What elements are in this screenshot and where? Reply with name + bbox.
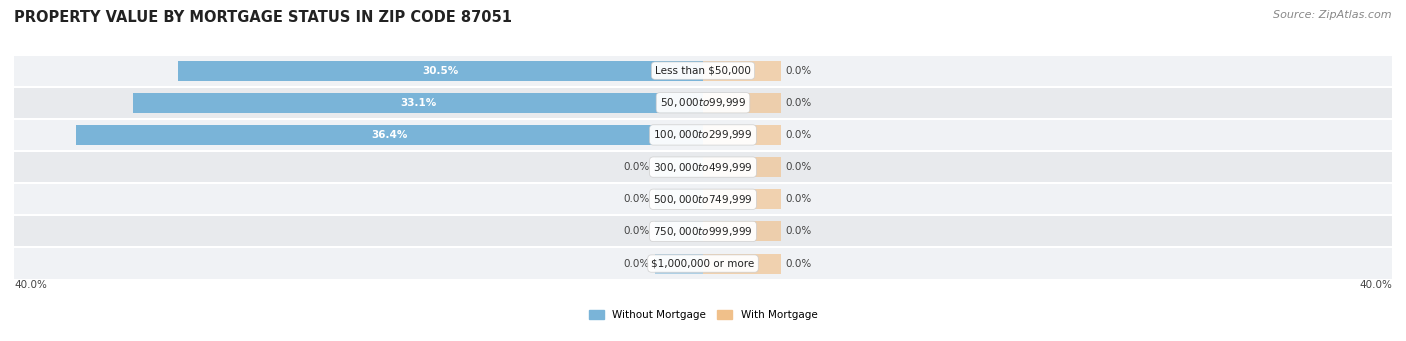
Bar [14, 87, 1392, 119]
Bar [655, 157, 703, 177]
Legend: Without Mortgage, With Mortgage: Without Mortgage, With Mortgage [585, 305, 821, 324]
Bar [655, 189, 703, 209]
Bar [703, 189, 780, 209]
Text: 0.0%: 0.0% [623, 162, 650, 172]
Bar [14, 215, 1392, 248]
Bar [14, 119, 1392, 151]
Text: 36.4%: 36.4% [371, 130, 408, 140]
Text: 0.0%: 0.0% [623, 258, 650, 269]
Bar [703, 157, 780, 177]
Text: 0.0%: 0.0% [623, 194, 650, 204]
Text: 0.0%: 0.0% [623, 226, 650, 236]
Text: 0.0%: 0.0% [786, 65, 811, 76]
Text: 40.0%: 40.0% [14, 280, 46, 290]
Text: $300,000 to $499,999: $300,000 to $499,999 [654, 161, 752, 174]
Bar [14, 55, 1392, 87]
Text: PROPERTY VALUE BY MORTGAGE STATUS IN ZIP CODE 87051: PROPERTY VALUE BY MORTGAGE STATUS IN ZIP… [14, 10, 512, 25]
Bar [655, 221, 703, 241]
Bar [76, 125, 703, 145]
Bar [14, 248, 1392, 280]
Text: 0.0%: 0.0% [786, 162, 811, 172]
Text: 0.0%: 0.0% [786, 98, 811, 108]
Bar [14, 151, 1392, 183]
Bar [703, 93, 780, 113]
Bar [177, 61, 703, 80]
Bar [703, 221, 780, 241]
Bar [703, 125, 780, 145]
Text: 30.5%: 30.5% [422, 65, 458, 76]
Text: 0.0%: 0.0% [786, 194, 811, 204]
Text: Less than $50,000: Less than $50,000 [655, 65, 751, 76]
Bar [703, 61, 780, 80]
Text: $750,000 to $999,999: $750,000 to $999,999 [654, 225, 752, 238]
Text: $1,000,000 or more: $1,000,000 or more [651, 258, 755, 269]
Bar [134, 93, 703, 113]
Text: 40.0%: 40.0% [1360, 280, 1392, 290]
Bar [14, 183, 1392, 215]
Text: 0.0%: 0.0% [786, 130, 811, 140]
Text: $100,000 to $299,999: $100,000 to $299,999 [654, 129, 752, 142]
Text: Source: ZipAtlas.com: Source: ZipAtlas.com [1274, 10, 1392, 20]
Text: $500,000 to $749,999: $500,000 to $749,999 [654, 193, 752, 206]
Text: 0.0%: 0.0% [786, 226, 811, 236]
Text: $50,000 to $99,999: $50,000 to $99,999 [659, 96, 747, 109]
Bar [703, 254, 780, 273]
Text: 33.1%: 33.1% [399, 98, 436, 108]
Bar [655, 254, 703, 273]
Text: 0.0%: 0.0% [786, 258, 811, 269]
